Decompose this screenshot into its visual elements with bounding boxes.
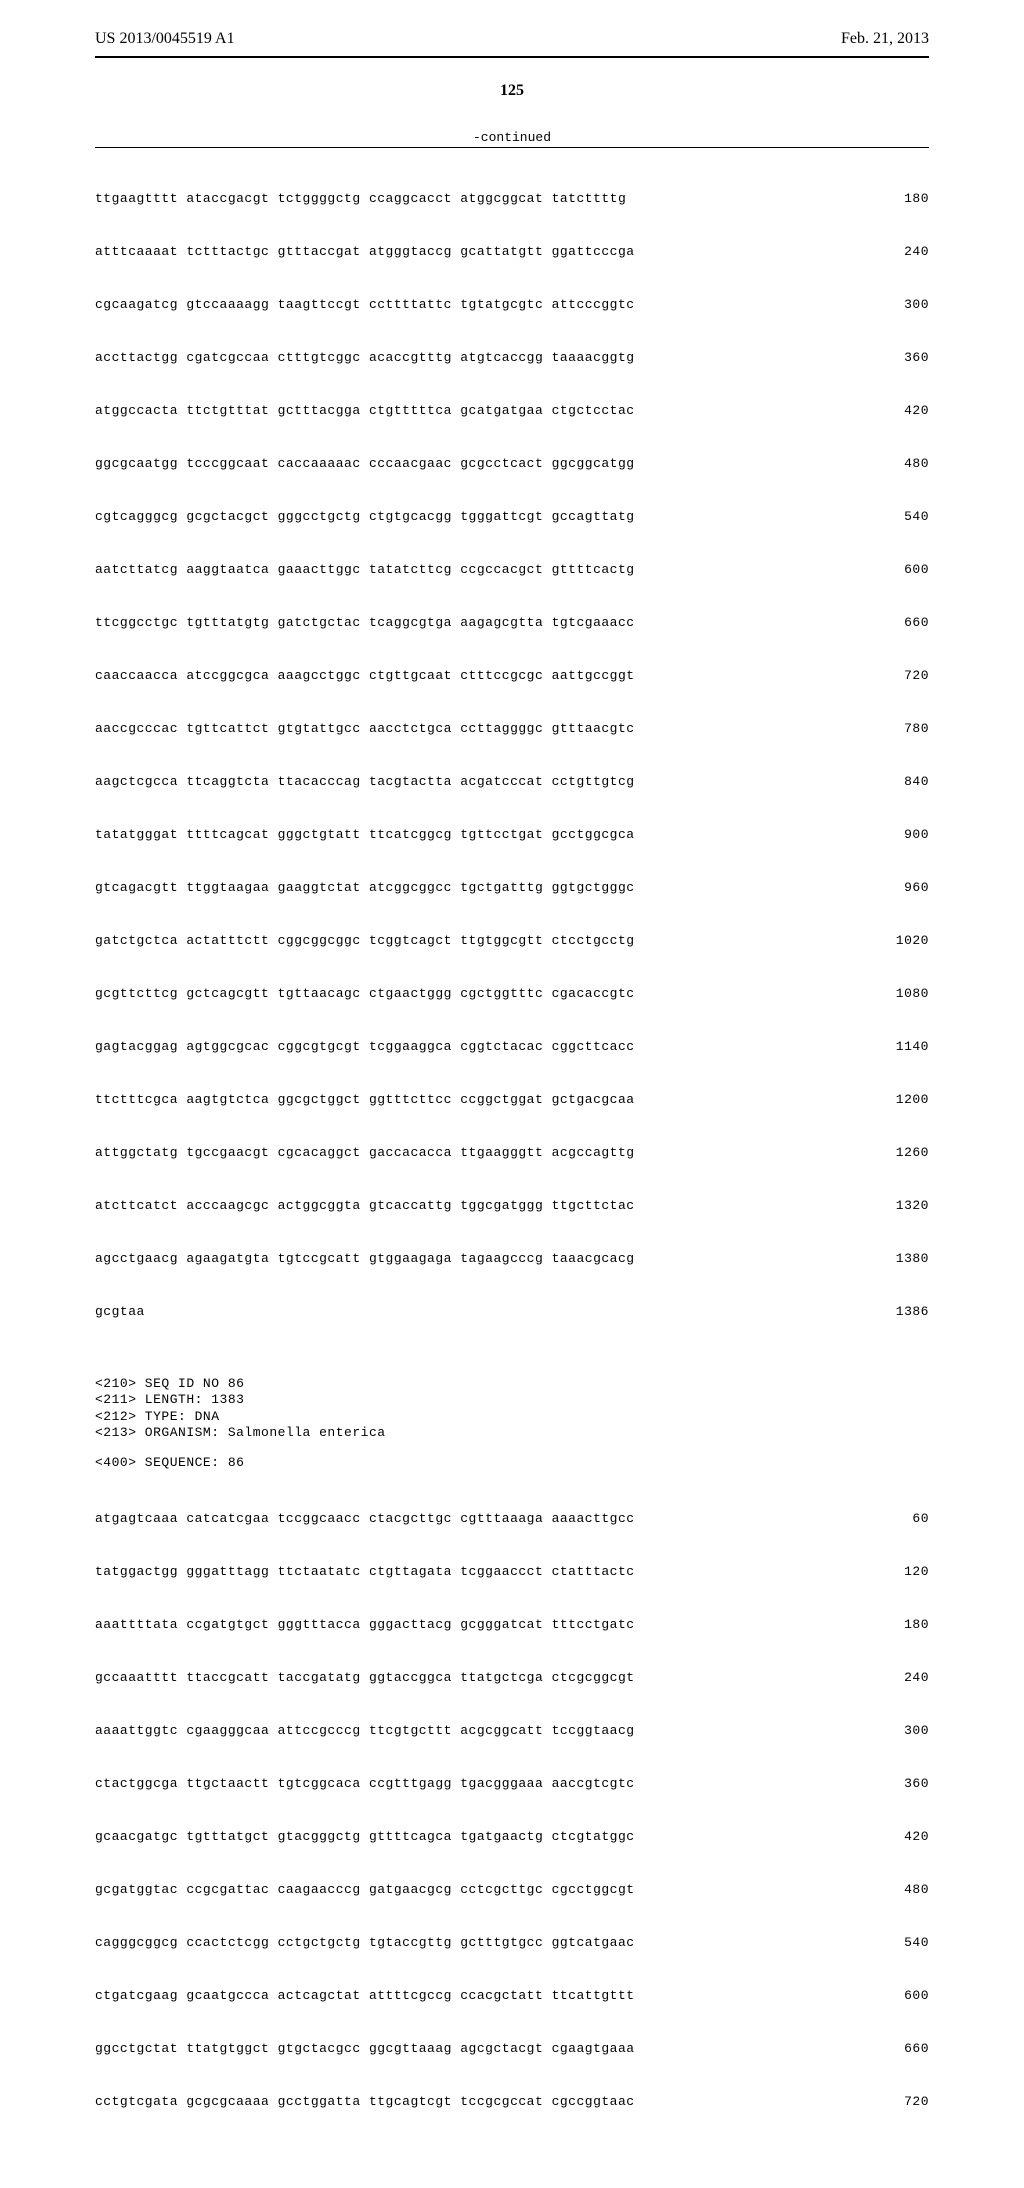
- sequence-top-rule: [95, 147, 929, 148]
- continued-label: -continued: [95, 130, 929, 145]
- seq-row: gcgttcttcg gctcagcgtt tgttaacagc ctgaact…: [95, 987, 929, 1000]
- seq-row: aaaattggtc cgaagggcaa attccgcccg ttcgtgc…: [95, 1724, 929, 1737]
- sequence-block-1: ttgaagtttt ataccgacgt tctggggctg ccaggca…: [95, 166, 929, 1358]
- seq-row: gcaacgatgc tgtttatgct gtacgggctg gttttca…: [95, 1830, 929, 1843]
- seq-row: gtcagacgtt ttggtaagaa gaaggtctat atcggcg…: [95, 881, 929, 894]
- seq-row: atttcaaaat tctttactgc gtttaccgat atgggta…: [95, 245, 929, 258]
- seq-row: caaccaacca atccggcgca aaagcctggc ctgttgc…: [95, 669, 929, 682]
- seq-row: agcctgaacg agaagatgta tgtccgcatt gtggaag…: [95, 1252, 929, 1265]
- meta-line: <212> TYPE: DNA: [95, 1409, 929, 1425]
- header-rule: [95, 56, 929, 58]
- seq-row: gccaaatttt ttaccgcatt taccgatatg ggtaccg…: [95, 1671, 929, 1684]
- seq-row: cgtcagggcg gcgctacgct gggcctgctg ctgtgca…: [95, 510, 929, 523]
- seq-row: ggcgcaatgg tcccggcaat caccaaaaac cccaacg…: [95, 457, 929, 470]
- seq-row: accttactgg cgatcgccaa ctttgtcggc acaccgt…: [95, 351, 929, 364]
- page-header: US 2013/0045519 A1 Feb. 21, 2013: [95, 30, 929, 52]
- meta-line: <213> ORGANISM: Salmonella enterica: [95, 1425, 929, 1441]
- seq-row: cctgtcgata gcgcgcaaaa gcctggatta ttgcagt…: [95, 2095, 929, 2108]
- seq-row: aaccgcccac tgttcattct gtgtattgcc aacctct…: [95, 722, 929, 735]
- seq-row: aatcttatcg aaggtaatca gaaacttggc tatatct…: [95, 563, 929, 576]
- seq-row: ctactggcga ttgctaactt tgtcggcaca ccgtttg…: [95, 1777, 929, 1790]
- seq-row: ggcctgctat ttatgtggct gtgctacgcc ggcgtta…: [95, 2042, 929, 2055]
- seq-row: gcgtaa1386: [95, 1305, 929, 1318]
- seq-row: aaattttata ccgatgtgct gggtttacca gggactt…: [95, 1618, 929, 1631]
- seq-row: ttctttcgca aagtgtctca ggcgctggct ggtttct…: [95, 1093, 929, 1106]
- seq-row: gagtacggag agtggcgcac cggcgtgcgt tcggaag…: [95, 1040, 929, 1053]
- seq-row: aagctcgcca ttcaggtcta ttacacccag tacgtac…: [95, 775, 929, 788]
- seq-row: ttcggcctgc tgtttatgtg gatctgctac tcaggcg…: [95, 616, 929, 629]
- seq-row: gatctgctca actatttctt cggcggcggc tcggtca…: [95, 934, 929, 947]
- publication-date: Feb. 21, 2013: [841, 30, 929, 48]
- meta-line: <211> LENGTH: 1383: [95, 1392, 929, 1408]
- sequence-meta: <210> SEQ ID NO 86 <211> LENGTH: 1383 <2…: [95, 1376, 929, 1441]
- seq-row: tatggactgg gggatttagg ttctaatatc ctgttag…: [95, 1565, 929, 1578]
- seq-row: ctgatcgaag gcaatgccca actcagctat attttcg…: [95, 1989, 929, 2002]
- meta-line: <210> SEQ ID NO 86: [95, 1376, 929, 1392]
- seq-row: tatatgggat ttttcagcat gggctgtatt ttcatcg…: [95, 828, 929, 841]
- seq-row: ttgaagtttt ataccgacgt tctggggctg ccaggca…: [95, 192, 929, 205]
- sequence-label: <400> SEQUENCE: 86: [95, 1455, 929, 1470]
- seq-row: atcttcatct acccaagcgc actggcggta gtcacca…: [95, 1199, 929, 1212]
- seq-row: attggctatg tgccgaacgt cgcacaggct gaccaca…: [95, 1146, 929, 1159]
- seq-row: cagggcggcg ccactctcgg cctgctgctg tgtaccg…: [95, 1936, 929, 1949]
- seq-row: atgagtcaaa catcatcgaa tccggcaacc ctacgct…: [95, 1512, 929, 1525]
- seq-row: atggccacta ttctgtttat gctttacgga ctgtttt…: [95, 404, 929, 417]
- page-number: 125: [95, 82, 929, 100]
- publication-number: US 2013/0045519 A1: [95, 30, 235, 48]
- seq-row: gcgatggtac ccgcgattac caagaacccg gatgaac…: [95, 1883, 929, 1896]
- sequence-block-2: atgagtcaaa catcatcgaa tccggcaacc ctacgct…: [95, 1486, 929, 2148]
- seq-row: cgcaagatcg gtccaaaagg taagttccgt cctttta…: [95, 298, 929, 311]
